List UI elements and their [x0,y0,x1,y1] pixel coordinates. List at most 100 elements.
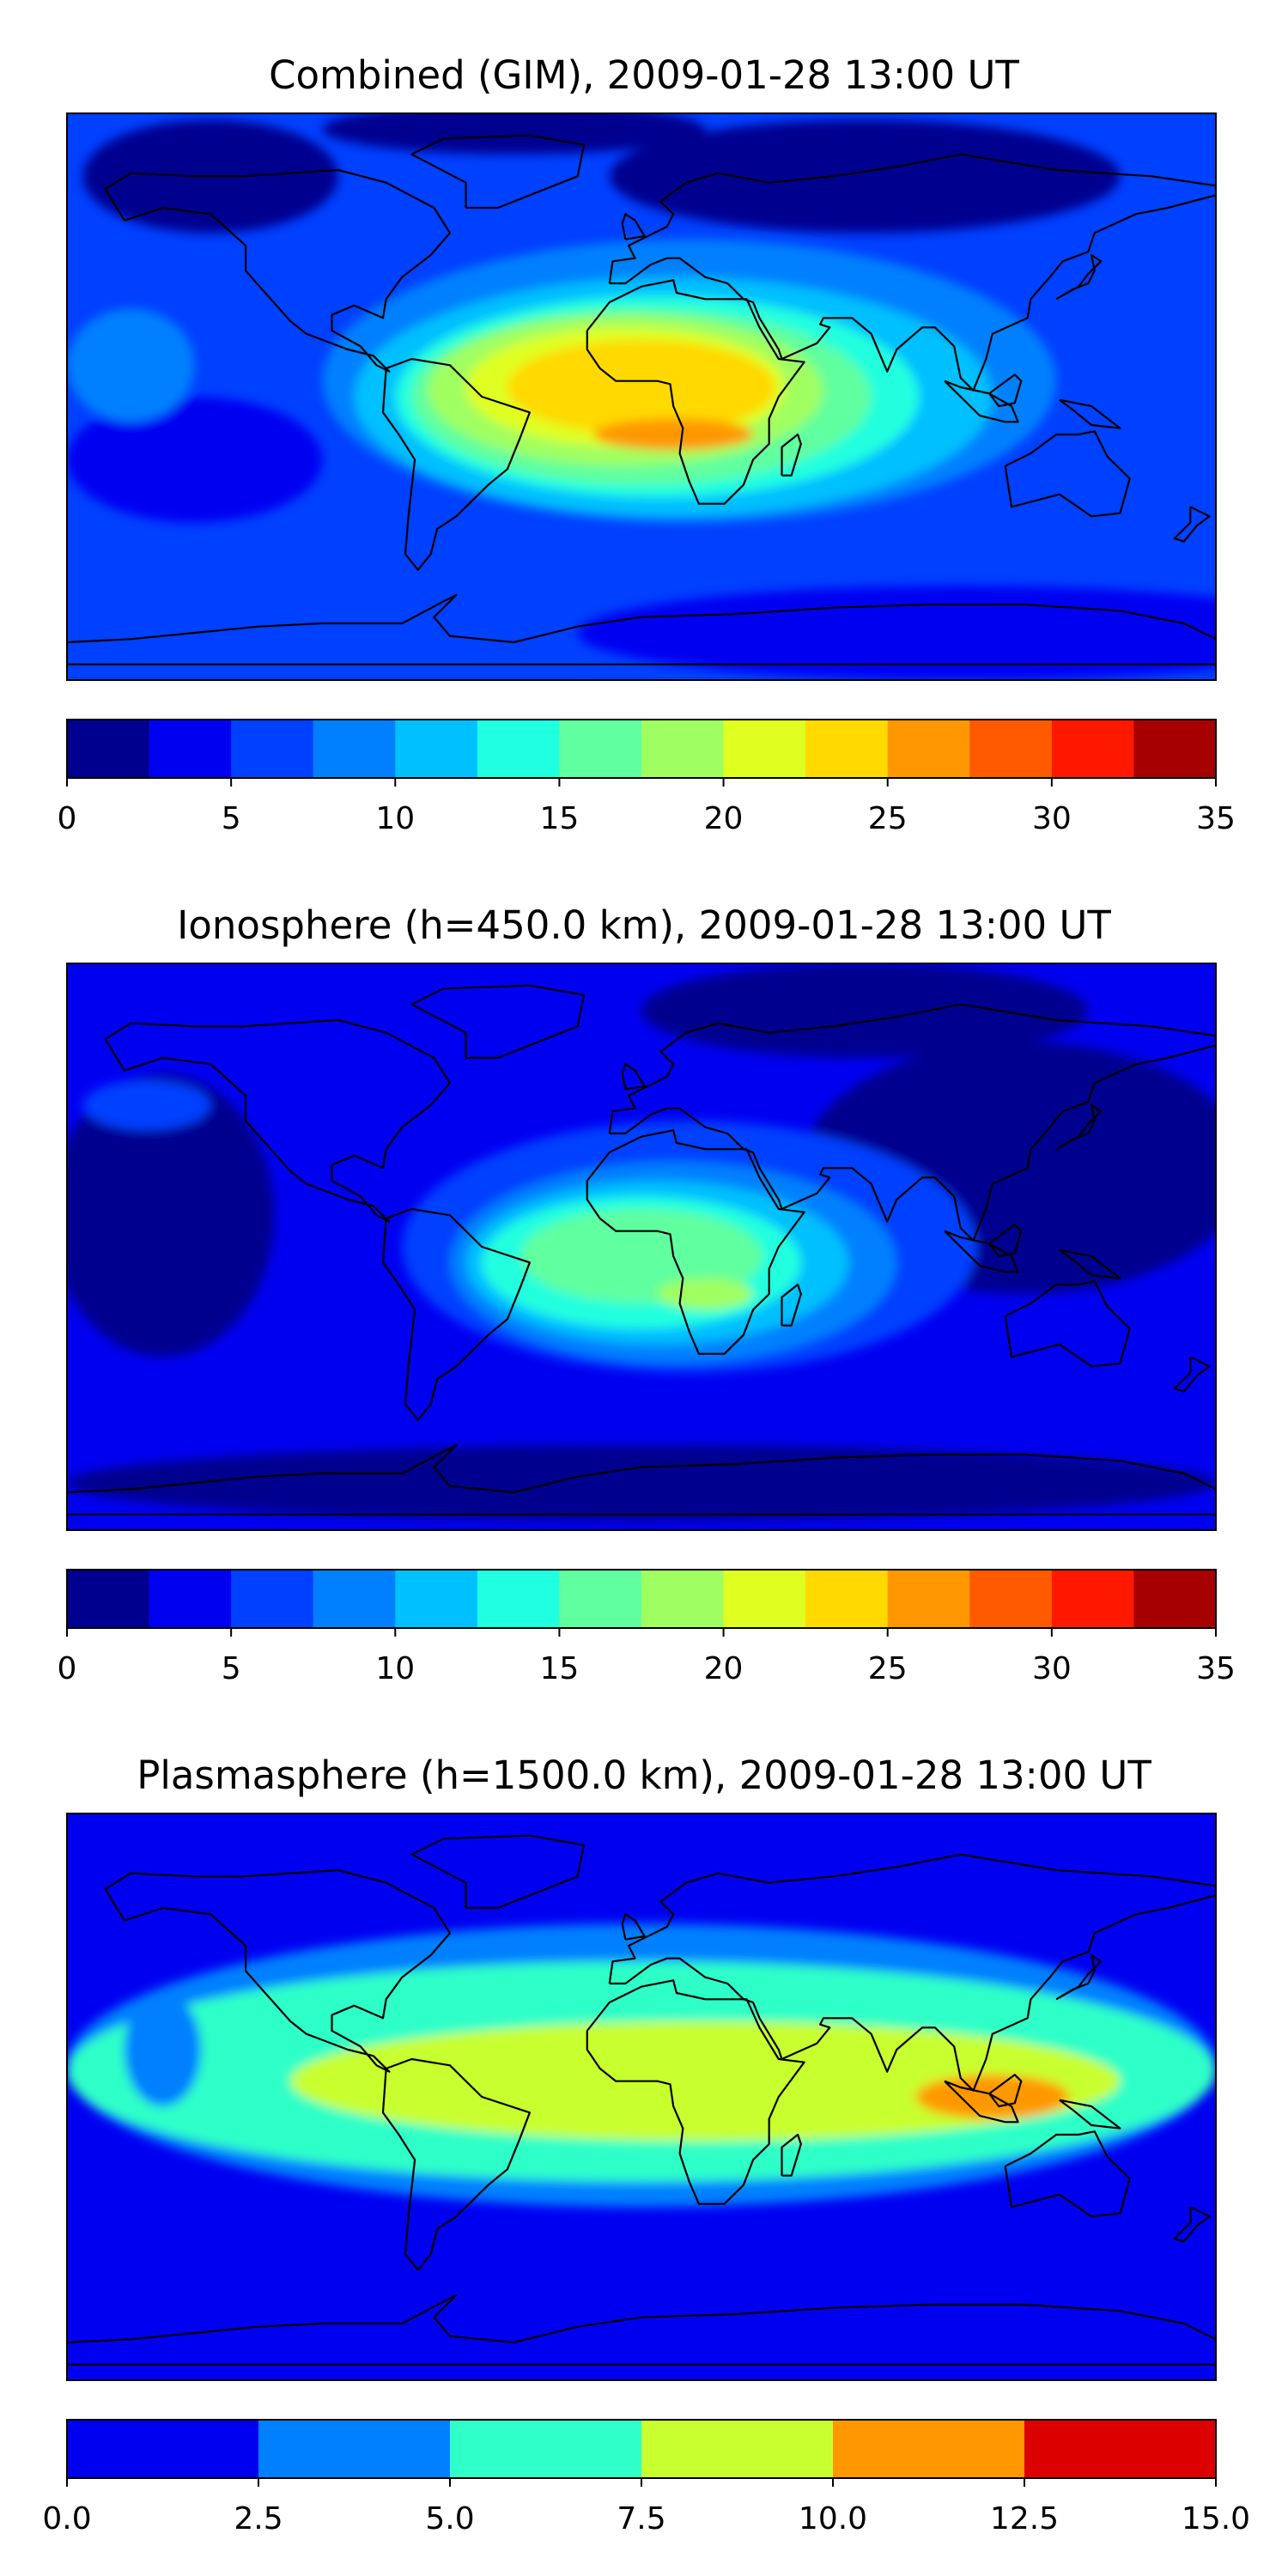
coastline-new-zealand [1173,1356,1211,1393]
chart-panel: Plasmasphere (h=1500.0 km), 2009-01-28 1… [42,1753,1250,2537]
coastlines [67,134,1216,665]
contour-region [507,340,776,434]
colorbar-tick-label: 20 [704,1651,744,1686]
chart-panel: Ionosphere (h=450.0 km), 2009-01-28 13:0… [58,902,1236,1686]
colorbar-tick-label: 25 [868,801,908,836]
colorbar-segment [450,2420,642,2478]
colorbar-frame [66,1569,1217,1629]
colorbar: 0 5 10 15 20 25 30 35 [58,719,1236,836]
coastline-new-guinea [1059,2099,1121,2129]
coastline-new-zealand [1173,2206,1211,2243]
colorbar-segment [149,720,232,778]
contour-region [657,1278,754,1310]
chart-title: Combined (GIM), 2009-01-28 13:00 UT [269,52,1019,98]
coastline-australia [1004,1280,1131,1368]
colorbar-tick-label: 0 [58,801,77,836]
contour-field [67,963,1216,1521]
map-frame [66,963,1217,1531]
colorbar-tick-label: 5.0 [425,2501,474,2537]
coastline-antarctica [67,593,1216,665]
coastline-uk [621,213,646,240]
coastline-south-america [381,2057,532,2271]
coastline-arabia-islands [944,2080,1019,2123]
colorbar-segment [231,720,314,778]
colorbar-tick-label: 35 [1196,801,1236,836]
colorbar-tick-label: 0 [58,1651,77,1686]
coastline-borneo [988,374,1023,408]
contour-region [593,418,754,451]
contour-region [124,1993,202,2106]
colorbar-tick-label: 12.5 [990,2501,1059,2537]
colorbar-tick-label: 5 [222,1651,241,1686]
colorbar-segment [805,1570,889,1628]
coastline-new-guinea [1059,1249,1121,1279]
colorbar-segment [1024,2420,1217,2478]
colorbar-segment [67,720,150,778]
coastline-madagascar [781,2133,802,2177]
colorbar-segment [641,720,725,778]
coastline-africa [586,279,805,505]
chart-title: Plasmasphere (h=1500.0 km), 2009-01-28 1… [137,1753,1151,1798]
colorbar-frame [66,719,1217,779]
colorbar-tick-label: 7.5 [617,2501,665,2537]
colorbar-segment [231,1570,314,1628]
colorbar-segment [641,2420,834,2478]
coastline-arabia-islands [944,380,1019,423]
coastline-north-america [104,168,452,373]
colorbar-segment [1051,1570,1134,1628]
colorbar-segment [723,1570,806,1628]
colorbar-tick-label: 5 [222,801,241,836]
contour-region [609,119,1121,234]
colorbar-tick-label: 25 [868,1651,908,1686]
colorbar-segment [395,720,478,778]
colorbar-segment [477,720,560,778]
colorbar: 0 5 10 15 20 25 30 35 [58,1569,1236,1686]
colorbar-segment [1133,1570,1217,1628]
chart-panel: Combined (GIM), 2009-01-28 13:00 UT 0 5 10 1… [58,52,1236,836]
contour-region [67,1073,275,1358]
colorbar-segment [1133,720,1217,778]
colorbar-segment [149,1570,232,1628]
coastline-japan [1055,253,1103,301]
contour-region [290,2021,1121,2142]
contour-region [577,586,1216,680]
colorbar-segment [559,720,642,778]
contour-field [67,113,1216,680]
map-area [67,963,1216,1530]
contour-region [322,113,706,155]
coastline-greenland [410,1834,586,1910]
colorbar-segment [313,1570,396,1628]
coastline-north-america [104,1018,452,1223]
colorbar-segment [641,1570,725,1628]
colorbar-segment [67,2420,259,2478]
coastline-arabia-islands [944,1230,1019,1273]
contour-field [67,1923,1216,2208]
contour-region [82,1079,211,1131]
colorbar-segment [969,1570,1053,1628]
colorbar-segment [559,1570,642,1628]
coastline-greenland [410,134,586,210]
colorbar-segment [395,1570,478,1628]
colorbar-tick-label: 30 [1032,1651,1072,1686]
colorbar-segment [723,720,806,778]
colorbar-tick-label: 15 [540,1651,580,1686]
map-area [67,113,1216,680]
coastline-australia [1004,2130,1131,2218]
map-area [67,1814,1216,2380]
coastline-uk [621,1913,646,1941]
colorbar-tick-label: 20 [704,801,744,836]
colorbar: 0.0 2.5 5.0 7.5 10.0 12.5 15.0 [42,2419,1250,2537]
colorbar-segment [887,1570,970,1628]
coastlines [67,984,1216,1516]
coastline-europe-asia [608,153,1216,392]
coastline-africa [586,1979,805,2205]
colorbar-tick-label: 2.5 [234,2501,283,2537]
colorbar-tick-label: 30 [1032,801,1072,836]
contour-region [67,308,195,422]
colorbar-segment [313,720,396,778]
colorbar-segment [67,1570,150,1628]
colorbar-tick-label: 10 [375,1651,415,1686]
coastline-antarctica [67,1443,1216,1516]
coastline-north-america [104,1868,452,2073]
